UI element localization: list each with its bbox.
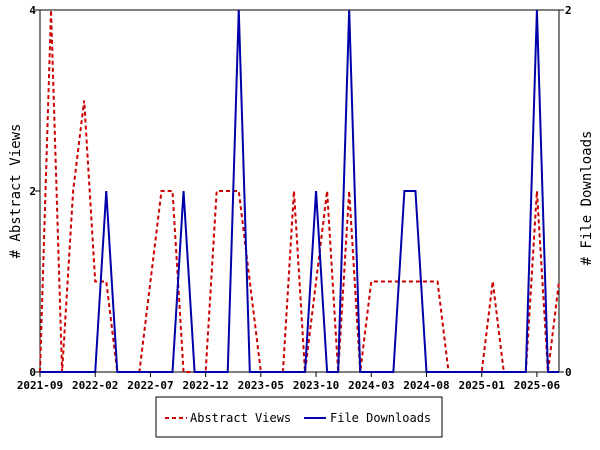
x-tick-label: 2025-06 <box>514 379 561 392</box>
x-tick-label: 2023-10 <box>293 379 339 392</box>
x-tick-label: 2024-03 <box>348 379 394 392</box>
plot-area <box>39 9 560 373</box>
x-tick-label: 2022-07 <box>127 379 173 392</box>
series-layer <box>39 9 560 373</box>
x-tick-label: 2025-01 <box>459 379 506 392</box>
x-tick-label: 2024-08 <box>403 379 449 392</box>
y-right-tick-label: 2 <box>565 4 572 17</box>
y-left-tick-label: 4 <box>29 4 36 17</box>
axis-layer: 2021-09 2022-02 2022-07 2022-12 2023-05 2023-… <box>17 4 572 392</box>
y-axis-right-title: # File Downloads <box>579 131 595 266</box>
y-left-tick-label: 2 <box>29 185 36 198</box>
legend-label-file-downloads: File Downloads <box>330 411 431 425</box>
y-axis-left-title: # Abstract Views <box>8 124 24 259</box>
series-line-file-downloads <box>40 9 559 373</box>
y-left-tick-label: 0 <box>29 366 36 379</box>
y-right-tick-label: 0 <box>565 366 572 379</box>
x-tick-label: 2021-09 <box>17 379 63 392</box>
x-tick-label: 2023-05 <box>238 379 284 392</box>
x-tick-label: 2022-02 <box>72 379 118 392</box>
legend-label-abstract-views: Abstract Views <box>190 411 291 425</box>
x-tick-label: 2022-12 <box>182 379 228 392</box>
legend: Abstract Views File Downloads <box>155 396 443 438</box>
legend-box <box>155 396 443 438</box>
